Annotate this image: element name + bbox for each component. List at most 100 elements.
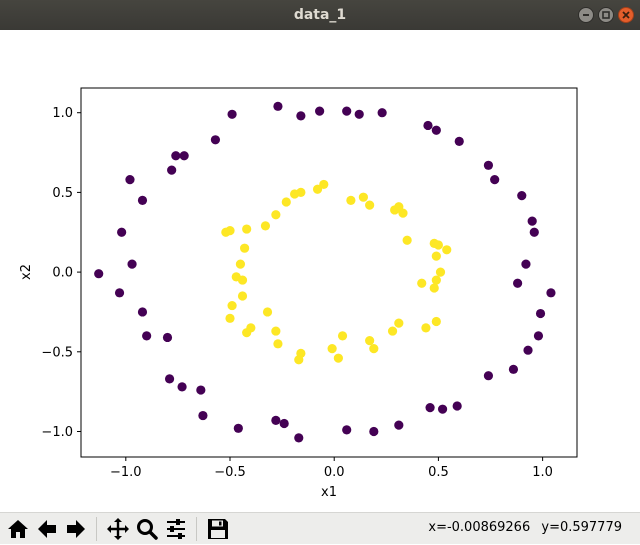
toolbar-separator bbox=[196, 517, 197, 541]
cursor-y-readout: y=0.597779 bbox=[541, 520, 622, 535]
scatter-point-class-1 bbox=[402, 235, 412, 245]
arrow-right-icon bbox=[67, 520, 85, 538]
scatter-point-class-1 bbox=[435, 267, 446, 277]
scatter-point-class-1 bbox=[281, 197, 291, 207]
scatter-point-class-1 bbox=[240, 243, 250, 253]
cursor-x-readout: x=-0.00869266 bbox=[428, 520, 531, 535]
scatter-point-class-0 bbox=[521, 259, 531, 269]
scatter-point-class-0 bbox=[342, 106, 352, 116]
x-tick-label: 0.0 bbox=[324, 465, 345, 480]
maximize-icon bbox=[602, 11, 610, 19]
forward-button[interactable] bbox=[62, 515, 90, 543]
scatter-point-class-0 bbox=[342, 425, 352, 435]
scatter-point-class-1 bbox=[429, 283, 439, 293]
scatter-point-class-0 bbox=[179, 151, 189, 161]
scatter-point-class-0 bbox=[198, 410, 208, 421]
move-icon bbox=[107, 518, 129, 540]
scatter-point-class-1 bbox=[294, 355, 304, 365]
scatter-point-class-0 bbox=[546, 288, 556, 298]
scatter-point-class-0 bbox=[164, 374, 175, 384]
arrow-left-icon bbox=[38, 520, 56, 538]
scatter-point-class-0 bbox=[142, 331, 152, 341]
scatter-point-class-0 bbox=[271, 415, 281, 425]
scatter-point-class-0 bbox=[127, 259, 137, 269]
scatter-point-class-0 bbox=[171, 151, 181, 161]
configure-subplots-button[interactable] bbox=[162, 515, 190, 543]
scatter-point-class-1 bbox=[262, 307, 273, 317]
scatter-point-class-0 bbox=[437, 404, 448, 414]
scatter-point-class-0 bbox=[483, 371, 494, 381]
y-axis-label: x2 bbox=[19, 264, 34, 280]
scatter-point-class-0 bbox=[177, 382, 187, 392]
scatter-point-class-0 bbox=[294, 433, 304, 443]
y-tick-label: 0.5 bbox=[52, 186, 73, 201]
close-icon bbox=[622, 11, 630, 19]
scatter-point-class-0 bbox=[483, 160, 494, 170]
scatter-point-class-0 bbox=[162, 332, 173, 343]
scatter-point-class-1 bbox=[358, 192, 368, 202]
scatter-point-class-1 bbox=[319, 179, 329, 190]
scatter-point-class-1 bbox=[225, 226, 235, 236]
scatter-point-class-1 bbox=[271, 210, 281, 220]
scatter-point-class-1 bbox=[242, 224, 252, 234]
window-titlebar[interactable]: data_1 bbox=[0, 0, 640, 30]
scatter-point-class-1 bbox=[431, 316, 441, 327]
scatter-point-class-1 bbox=[433, 240, 444, 250]
scatter-point-class-0 bbox=[533, 331, 544, 341]
scatter-point-class-0 bbox=[296, 111, 306, 121]
figure-canvas[interactable]: −1.0 −0.5 0.0 0.5 1.0 1.0 0.5 0.0 −0.5 −1.0 x1 x… bbox=[0, 30, 640, 512]
x-tick-label: −0.5 bbox=[214, 465, 246, 480]
x-tick-label: −1.0 bbox=[110, 465, 142, 480]
save-button[interactable] bbox=[204, 515, 232, 543]
navigation-toolbar: x=-0.00869266 y=0.597779 bbox=[0, 512, 640, 544]
scatter-point-class-1 bbox=[225, 313, 235, 323]
scatter-point-class-1 bbox=[271, 326, 281, 336]
close-button[interactable] bbox=[618, 7, 634, 23]
scatter-point-class-0 bbox=[517, 190, 527, 201]
scatter-point-class-0 bbox=[535, 308, 546, 319]
scatter-point-class-0 bbox=[315, 106, 325, 116]
scatter-point-class-0 bbox=[527, 216, 537, 226]
scatter-point-class-0 bbox=[369, 426, 379, 437]
scatter-point-class-0 bbox=[167, 165, 177, 175]
scatter-point-class-0 bbox=[394, 420, 404, 430]
x-tick-label: 1.0 bbox=[532, 465, 553, 480]
zoom-button[interactable] bbox=[133, 515, 161, 543]
back-button[interactable] bbox=[33, 515, 61, 543]
scatter-point-class-0 bbox=[490, 175, 500, 185]
scatter-point-class-0 bbox=[354, 109, 364, 119]
toolbar-separator bbox=[96, 517, 97, 541]
y-tick-label: −1.0 bbox=[41, 425, 73, 440]
scatter-point-class-1 bbox=[365, 200, 375, 210]
y-tick-label: 0.0 bbox=[52, 266, 73, 281]
minimize-button[interactable] bbox=[578, 7, 594, 23]
scatter-point-class-0 bbox=[423, 120, 433, 131]
scatter-point-class-1 bbox=[333, 353, 343, 363]
scatter-point-class-0 bbox=[137, 307, 148, 317]
scatter-point-class-1 bbox=[235, 259, 246, 269]
scatter-point-class-0 bbox=[279, 418, 289, 429]
scatter-point-class-1 bbox=[227, 300, 237, 311]
zoom-icon bbox=[137, 519, 158, 540]
pan-button[interactable] bbox=[104, 515, 132, 543]
scatter-point-class-1 bbox=[290, 189, 300, 199]
y-tick-label: 1.0 bbox=[52, 106, 73, 121]
scatter-point-class-1 bbox=[394, 318, 404, 328]
sliders-icon bbox=[167, 519, 185, 539]
scatter-point-class-1 bbox=[327, 344, 337, 354]
scatter-point-class-0 bbox=[454, 136, 464, 146]
scatter-point-class-1 bbox=[337, 331, 348, 341]
scatter-point-class-0 bbox=[452, 401, 462, 411]
maximize-button[interactable] bbox=[598, 7, 614, 23]
scatter-point-class-0 bbox=[377, 108, 387, 118]
scatter-point-class-0 bbox=[94, 269, 104, 279]
home-button[interactable] bbox=[4, 515, 32, 543]
scatter-point-class-0 bbox=[114, 288, 125, 298]
scatter-point-class-0 bbox=[117, 227, 127, 237]
scatter-point-class-0 bbox=[513, 278, 523, 288]
scatter-chart: −1.0 −0.5 0.0 0.5 1.0 1.0 0.5 0.0 −0.5 −1.0 x1 x… bbox=[19, 87, 578, 500]
scatter-point-class-0 bbox=[508, 364, 519, 374]
scatter-point-class-0 bbox=[523, 345, 533, 355]
scatter-point-class-1 bbox=[417, 278, 427, 288]
home-icon bbox=[8, 520, 28, 538]
